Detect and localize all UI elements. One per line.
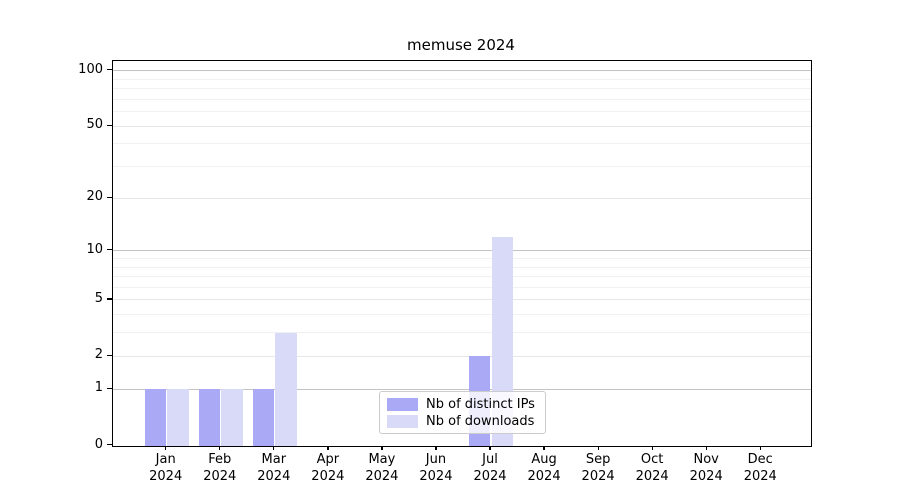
gridline-minor [113, 286, 811, 288]
gridline-minor [113, 166, 811, 168]
x-axis-tick-mark [543, 445, 545, 450]
gridline-minor [113, 98, 811, 100]
gridline-1 [113, 388, 811, 390]
x-axis-tick-mark [219, 445, 221, 450]
x-axis-tick-label: Dec 2024 [743, 451, 777, 484]
y-axis-tick-mark [107, 443, 112, 446]
x-axis-tick-mark [597, 445, 599, 450]
bar-jan-downloads [167, 389, 189, 446]
bar-mar-downloads [275, 332, 297, 446]
gridline-10 [113, 250, 811, 252]
y-axis-tick-label: 1 [94, 380, 103, 396]
x-axis-tick-mark [651, 445, 653, 450]
y-axis-tick-mark [107, 298, 112, 300]
y-axis-tick-label: 20 [86, 189, 103, 205]
gridline-minor [113, 143, 811, 145]
gridline-50 [113, 125, 811, 127]
legend: Nb of distinct IPs Nb of downloads [379, 391, 546, 434]
x-axis-tick-label: Oct 2024 [635, 451, 669, 484]
bar-feb-distinct-ips [198, 389, 221, 446]
x-axis-tick-mark [489, 445, 491, 450]
legend-item-downloads: Nb of downloads [380, 413, 545, 429]
legend-label-downloads: Nb of downloads [426, 413, 535, 429]
legend-label-distinct-ips: Nb of distinct IPs [426, 396, 535, 412]
x-axis-tick-label: Jan 2024 [149, 451, 183, 484]
bar-mar-distinct-ips [252, 389, 275, 446]
y-axis-tick-mark [107, 196, 112, 198]
gridline-minor [113, 276, 811, 278]
chart-title: memuse 2024 [407, 36, 515, 54]
y-axis-tick-label: 5 [94, 290, 103, 306]
legend-swatch-distinct-ips-icon [387, 397, 418, 411]
gridline-minor [113, 111, 811, 113]
y-axis-tick-mark [107, 69, 112, 71]
gridline-minor [113, 88, 811, 90]
x-axis-tick-mark [165, 445, 167, 450]
gridline-minor [113, 78, 811, 80]
x-axis-tick-label: Jun 2024 [419, 451, 453, 484]
x-axis-tick-label: Aug 2024 [527, 451, 561, 484]
legend-swatch-downloads-icon [387, 414, 418, 428]
y-axis-tick-mark [107, 387, 112, 389]
gridline-minor [113, 258, 811, 259]
gridline-minor [113, 314, 811, 316]
bar-jan-distinct-ips [144, 389, 167, 446]
legend-item-distinct-ips: Nb of distinct IPs [380, 396, 545, 412]
gridline-minor [113, 332, 811, 334]
x-axis-tick-label: Mar 2024 [257, 451, 291, 484]
x-axis-tick-label: Apr 2024 [311, 451, 345, 484]
x-axis-tick-label: Jul 2024 [473, 451, 507, 484]
gridline-minor [113, 266, 811, 268]
gridline-100 [113, 70, 811, 72]
x-axis-tick-mark [327, 445, 329, 450]
x-axis-tick-label: May 2024 [365, 451, 399, 484]
y-axis-tick-label: 0 [94, 436, 103, 452]
y-axis-tick-label: 100 [78, 61, 103, 77]
bar-feb-downloads [221, 389, 243, 446]
x-axis-tick-label: Feb 2024 [203, 451, 237, 484]
y-axis-tick-label: 10 [86, 241, 103, 257]
gridline-5 [113, 299, 811, 301]
x-axis-tick-label: Sep 2024 [581, 451, 615, 484]
y-axis-tick-label: 50 [86, 117, 103, 133]
gridline-20 [113, 197, 811, 199]
x-axis-tick-mark [273, 445, 275, 450]
x-axis-tick-mark [435, 445, 437, 450]
gridline-2 [113, 355, 811, 357]
x-axis-tick-mark [381, 445, 383, 450]
y-axis-tick-label: 2 [94, 347, 103, 363]
y-axis-tick-mark [107, 124, 112, 126]
x-axis-tick-mark [705, 445, 707, 450]
plot-area [112, 60, 812, 447]
x-axis-tick-label: Nov 2024 [689, 451, 723, 484]
y-axis-tick-mark [107, 354, 112, 356]
x-axis-tick-mark [759, 445, 761, 450]
y-axis-tick-mark [107, 249, 112, 251]
